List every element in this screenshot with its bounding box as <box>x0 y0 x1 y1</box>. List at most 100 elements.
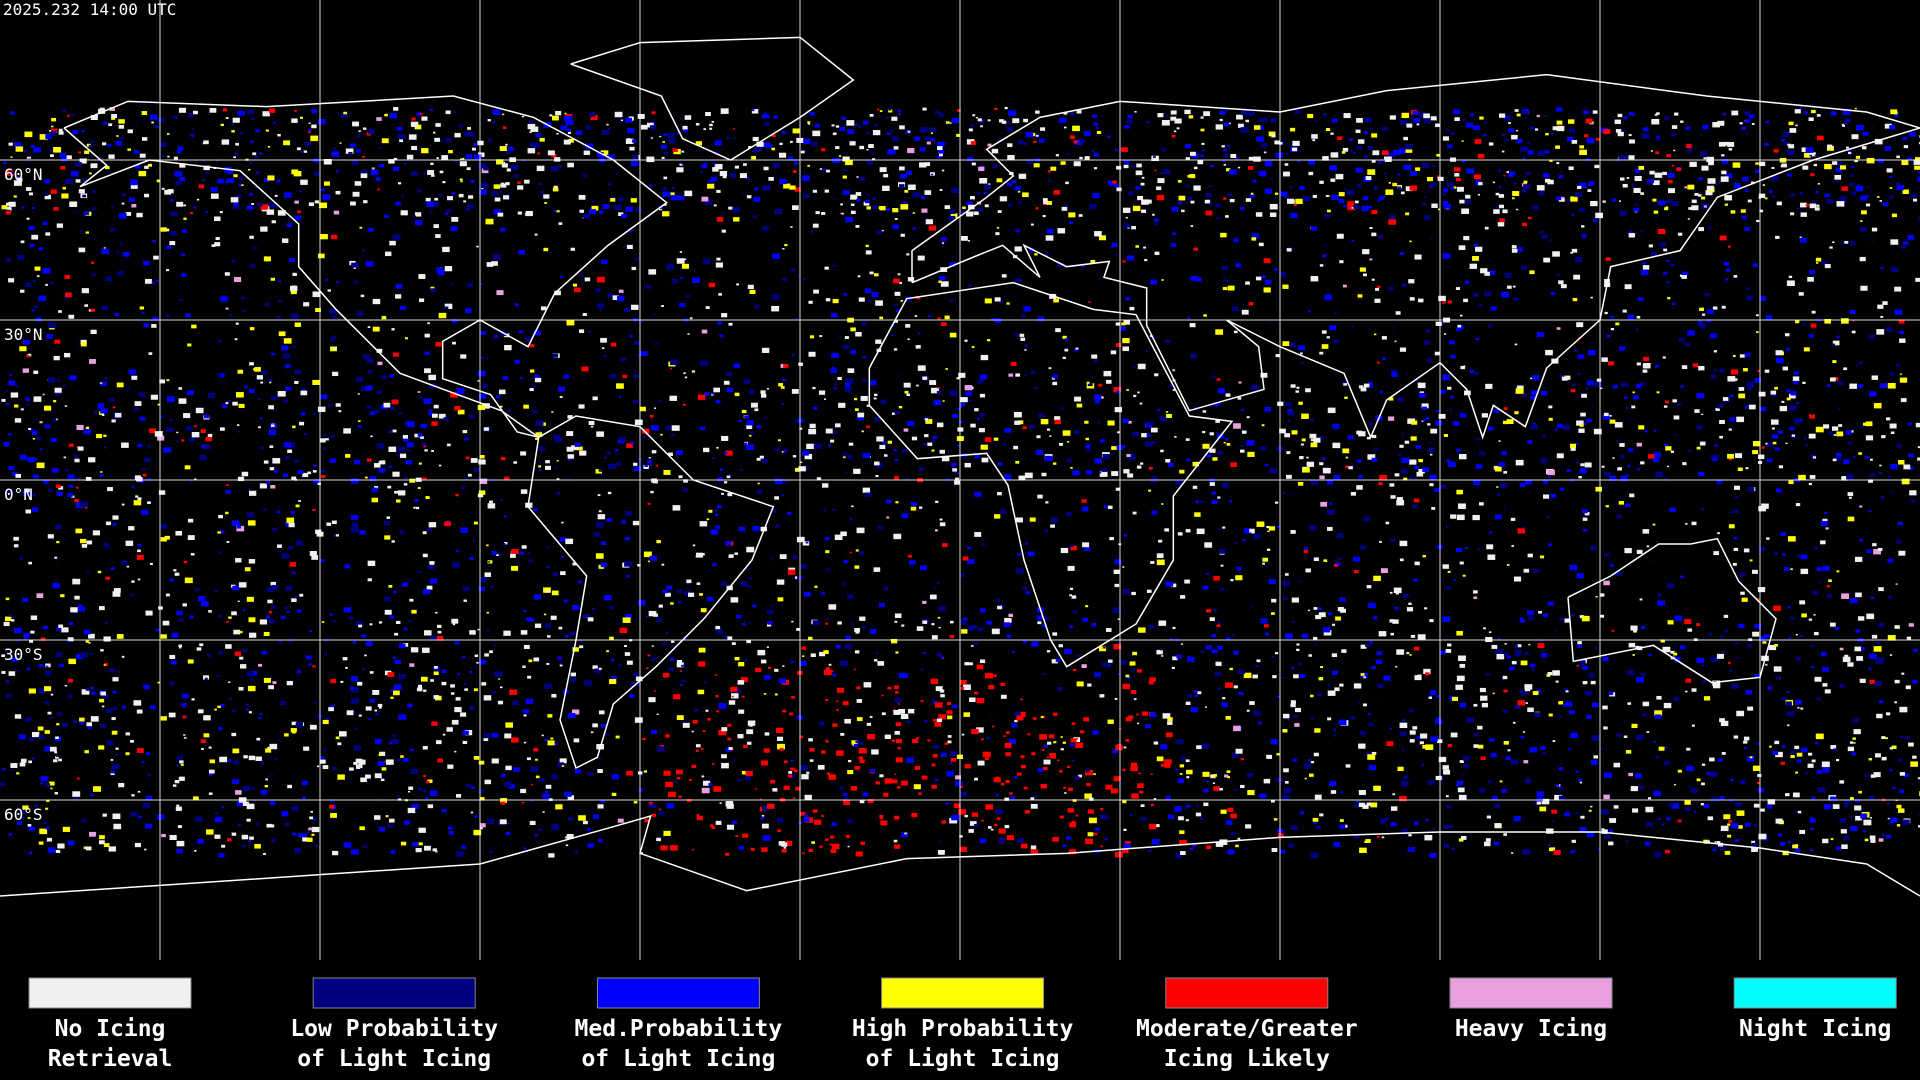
pixel <box>74 499 79 503</box>
pixel <box>153 255 159 260</box>
pixel <box>98 108 106 114</box>
pixel <box>891 136 899 142</box>
pixel <box>88 633 95 639</box>
pixel <box>806 443 814 450</box>
pixel <box>745 659 748 661</box>
pixel <box>1311 134 1318 139</box>
pixel <box>500 498 503 501</box>
pixel <box>1653 210 1659 214</box>
pixel <box>1333 564 1338 567</box>
pixel <box>231 260 236 263</box>
pixel <box>1415 444 1422 449</box>
pixel <box>1655 471 1664 478</box>
pixel <box>932 435 937 439</box>
pixel <box>1342 147 1349 152</box>
pixel <box>1855 155 1861 159</box>
pixel <box>782 277 788 281</box>
pixel <box>1071 595 1077 599</box>
pixel <box>396 126 403 131</box>
pixel <box>649 125 657 130</box>
pixel <box>1579 468 1587 474</box>
pixel <box>1654 113 1658 116</box>
pixel <box>893 146 899 150</box>
pixel <box>859 145 865 150</box>
pixel <box>1796 402 1800 405</box>
pixel <box>980 608 986 613</box>
pixel <box>839 127 846 132</box>
pixel <box>545 460 550 464</box>
pixel <box>1074 396 1082 402</box>
pixel <box>949 762 953 765</box>
pixel <box>632 462 638 466</box>
pixel <box>1657 600 1665 606</box>
pixel <box>1154 169 1157 172</box>
pixel <box>771 558 774 561</box>
pixel <box>226 540 230 543</box>
pixel <box>60 594 65 598</box>
pixel <box>147 501 151 505</box>
pixel <box>1569 565 1578 571</box>
pixel <box>809 423 816 429</box>
pixel <box>112 523 117 526</box>
pixel <box>879 110 883 113</box>
pixel <box>1663 477 1668 481</box>
pixel <box>1694 409 1700 413</box>
pixel <box>977 207 984 212</box>
pixel <box>88 457 96 463</box>
pixel <box>954 477 959 481</box>
pixel <box>25 397 31 401</box>
pixel <box>396 758 401 762</box>
pixel <box>1883 202 1889 207</box>
pixel <box>930 138 936 142</box>
pixel <box>551 774 559 780</box>
pixel <box>1124 124 1130 129</box>
pixel <box>1343 188 1347 190</box>
pixel <box>866 193 869 196</box>
pixel <box>807 123 810 125</box>
pixel <box>648 610 657 617</box>
pixel <box>1826 145 1834 151</box>
pixel <box>552 353 559 358</box>
pixel <box>467 127 471 130</box>
pixel <box>411 609 417 614</box>
pixel <box>1401 457 1410 464</box>
pixel <box>190 480 193 483</box>
pixel <box>810 230 814 234</box>
pixel <box>935 500 939 504</box>
pixel <box>164 535 170 540</box>
pixel <box>1851 166 1855 169</box>
pixel <box>1287 420 1290 422</box>
pixel <box>278 331 286 337</box>
pixel <box>32 438 36 440</box>
pixel <box>1568 166 1574 171</box>
pixel <box>1495 514 1502 520</box>
pixel <box>1462 574 1466 577</box>
pixel <box>1116 165 1122 170</box>
pixel <box>20 289 25 293</box>
pixel <box>55 484 61 488</box>
pixel <box>50 437 57 443</box>
pixel <box>480 182 489 189</box>
pixel <box>1736 810 1745 816</box>
pixel <box>556 539 560 542</box>
pixel <box>225 117 229 120</box>
pixel <box>473 521 478 525</box>
pixel <box>1903 241 1908 245</box>
pixel <box>1705 190 1713 196</box>
pixel <box>1397 186 1402 190</box>
pixel <box>1094 359 1099 363</box>
pixel <box>1773 149 1779 153</box>
pixel <box>1376 361 1380 364</box>
pixel <box>265 129 269 132</box>
pixel <box>121 202 125 205</box>
pixel <box>782 665 785 667</box>
pixel <box>998 138 1002 142</box>
pixel <box>102 142 107 146</box>
pixel <box>529 131 532 134</box>
pixel <box>1480 268 1488 274</box>
pixel <box>353 280 359 284</box>
pixel <box>1132 511 1137 515</box>
pixel <box>1024 344 1028 347</box>
pixel <box>651 450 657 454</box>
pixel <box>1123 746 1127 749</box>
